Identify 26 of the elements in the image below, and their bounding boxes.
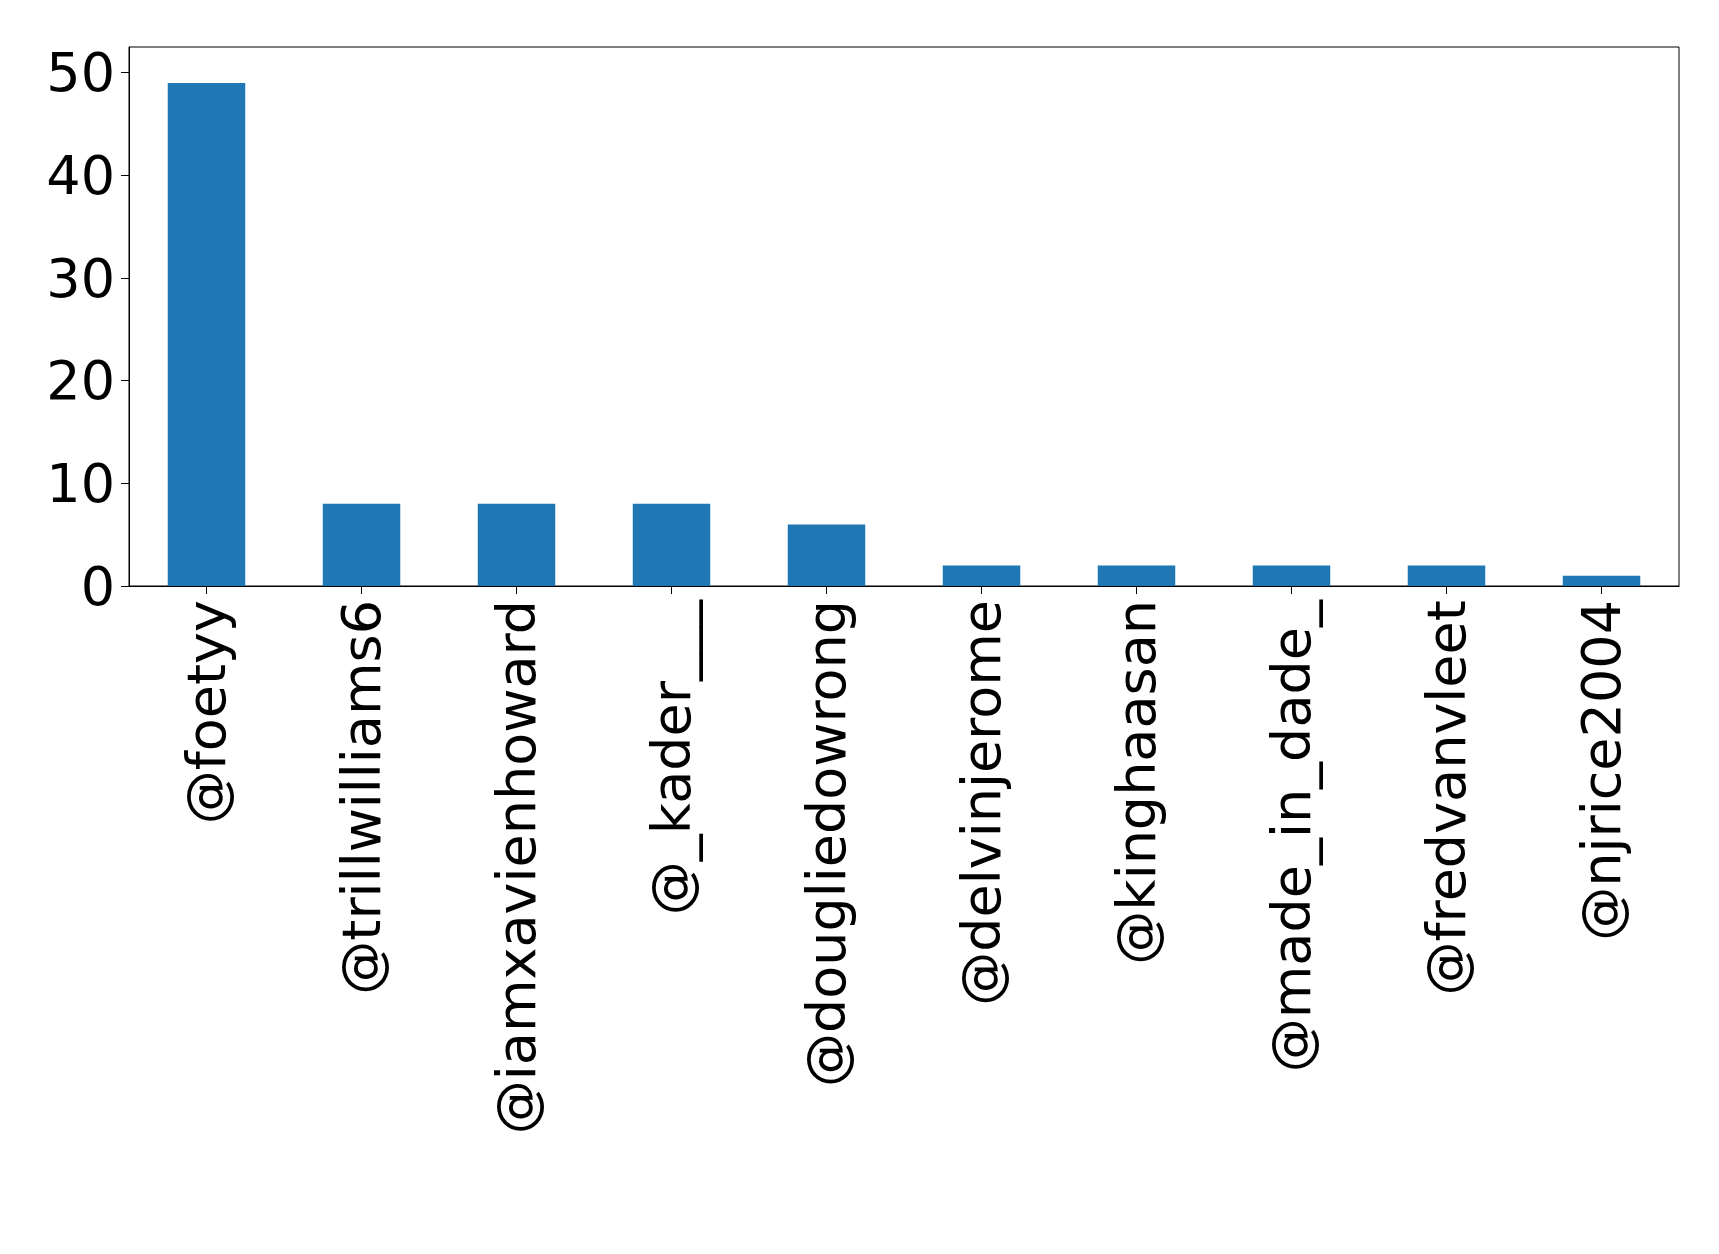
bar bbox=[1252, 565, 1331, 586]
x-tick-label: @foetyy bbox=[175, 600, 238, 825]
x-tick-label: @njrice2004 bbox=[1570, 600, 1633, 941]
y-tick-label: 30 bbox=[46, 246, 115, 310]
bar bbox=[477, 503, 556, 586]
bar bbox=[322, 503, 401, 586]
bar bbox=[1407, 565, 1486, 586]
y-tick-label: 50 bbox=[46, 41, 115, 105]
x-tick-label: @iamxavienhoward bbox=[485, 600, 548, 1135]
y-tick-label: 0 bbox=[80, 554, 115, 618]
x-tick-label: @dougliedowrong bbox=[795, 600, 858, 1088]
x-tick-label: @fredvanvleet bbox=[1415, 600, 1478, 996]
x-tick-label: @kinghaasan bbox=[1105, 600, 1168, 965]
bar bbox=[632, 503, 711, 586]
bar bbox=[1097, 565, 1176, 586]
bar bbox=[787, 524, 866, 586]
x-tick-label: @made_in_dade_ bbox=[1260, 599, 1323, 1073]
bar bbox=[1562, 575, 1641, 586]
y-tick-label: 40 bbox=[46, 143, 115, 207]
bar bbox=[942, 565, 1021, 586]
y-tick-label: 10 bbox=[46, 451, 115, 515]
x-tick-label: @trillwilliams6 bbox=[330, 600, 393, 995]
y-tick-label: 20 bbox=[46, 349, 115, 413]
bar bbox=[167, 82, 246, 586]
x-tick-label: @delvinjerome bbox=[950, 600, 1013, 1006]
x-tick-label: @_kader___ bbox=[640, 599, 703, 916]
